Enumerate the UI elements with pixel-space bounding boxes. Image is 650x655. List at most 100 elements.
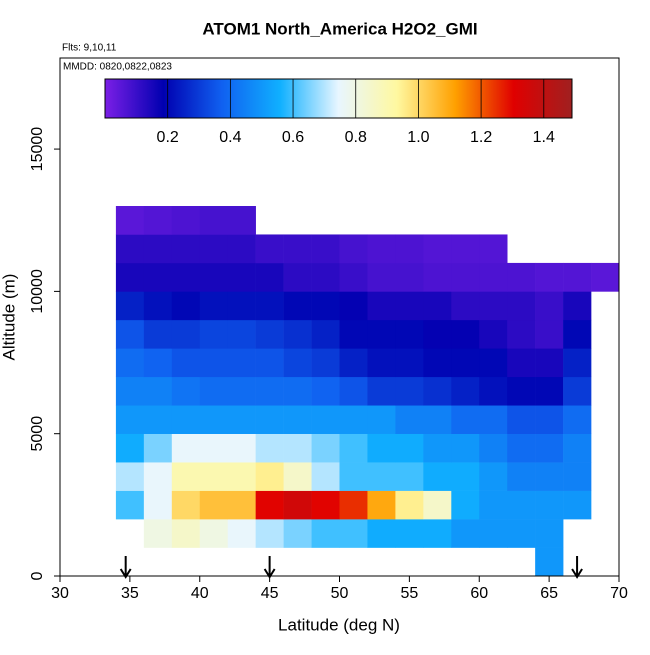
heatmap-cell (423, 433, 452, 463)
heatmap-cell (395, 376, 424, 406)
heatmap-cell (283, 433, 312, 463)
heatmap-cell (227, 462, 256, 491)
x-tick-label: 60 (470, 585, 488, 602)
heatmap-cell (507, 433, 536, 463)
heatmap-cell (171, 490, 201, 520)
heatmap-cell (423, 262, 452, 292)
heatmap-cell (199, 376, 228, 406)
heatmap-cell (143, 405, 173, 434)
heatmap-cell (395, 234, 424, 264)
x-tick-label: 65 (540, 585, 558, 602)
heatmap-cell (507, 462, 536, 491)
heatmap-cell (115, 376, 145, 406)
heatmap-cell (143, 262, 173, 292)
heatmap-cell (367, 490, 396, 520)
heatmap-cell (255, 376, 284, 406)
heatmap-cell (563, 462, 592, 491)
heatmap-cell (311, 291, 340, 321)
heatmap-cell (535, 291, 564, 321)
heatmap-cell (115, 348, 145, 378)
colorbar-tick-label: 0.6 (282, 129, 304, 146)
heatmap-cell (283, 262, 312, 292)
heatmap-cell (507, 319, 536, 349)
heatmap-cell (339, 462, 368, 491)
heatmap-cell (339, 519, 368, 548)
heatmap-cell (479, 490, 508, 520)
heatmap-cell (227, 490, 256, 520)
heatmap-cell (311, 433, 340, 463)
heatmap-cell (367, 262, 396, 292)
heatmap-cell (451, 519, 480, 548)
heatmap-cell (423, 291, 452, 321)
heatmap-cell (199, 462, 228, 491)
heatmap-cell (199, 519, 228, 548)
heatmap-cell (283, 405, 312, 434)
x-tick-label: 30 (51, 585, 69, 602)
heatmap-cell (451, 348, 480, 378)
heatmap-cell (395, 262, 424, 292)
x-tick-label: 45 (261, 585, 279, 602)
heatmap-cell (283, 348, 312, 378)
heatmap-cell (479, 234, 508, 264)
heatmap-cell (283, 376, 312, 406)
heatmap-cell (311, 262, 340, 292)
heatmap-cell (255, 234, 284, 264)
heatmap-cell (199, 262, 228, 292)
colorbar (104, 78, 573, 119)
flights-note: Flts: 9,10,11 (62, 43, 117, 54)
x-tick-label: 35 (121, 585, 139, 602)
heatmap-cell (451, 433, 480, 463)
colorbar-tick-label: 0.2 (157, 129, 179, 146)
heatmap-cell (311, 319, 340, 349)
heatmap-cell (283, 234, 312, 264)
heatmap-cell (339, 490, 368, 520)
heatmap-cell (367, 234, 396, 264)
x-tick-label: 55 (400, 585, 418, 602)
x-tick-label: 70 (610, 585, 628, 602)
heatmap-cell (423, 234, 452, 264)
heatmap-cell (395, 519, 424, 548)
heatmap-cell (563, 262, 592, 292)
heatmap-cell (479, 405, 508, 434)
heatmap-cell (115, 319, 145, 349)
heatmap-cell (507, 291, 536, 321)
heatmap-cell (227, 291, 256, 321)
heatmap-cell (227, 206, 256, 235)
heatmap-cell (171, 234, 201, 264)
heatmap-cell (311, 234, 340, 264)
heatmap-cell (479, 519, 508, 548)
heatmap-cell (367, 348, 396, 378)
heatmap-cell (339, 433, 368, 463)
heatmap-cell (171, 319, 201, 349)
heatmap-cell (451, 319, 480, 349)
heatmap-cell (535, 519, 564, 548)
heatmap-cell (227, 519, 256, 548)
heatmap-cell (479, 376, 508, 406)
heatmap-cell (143, 376, 173, 406)
heatmap-cell (171, 291, 201, 321)
colorbar-tick-label: 1.0 (407, 129, 429, 146)
heatmap-cell (143, 348, 173, 378)
heatmap-cell (339, 376, 368, 406)
heatmap-cell (395, 291, 424, 321)
heatmap-cell (535, 376, 564, 406)
heatmap-cell (115, 405, 145, 434)
heatmap-cell (507, 348, 536, 378)
heatmap-cell (591, 262, 619, 292)
heatmap-cell (563, 433, 592, 463)
heatmap-cell (535, 262, 564, 292)
heatmap-cell (507, 405, 536, 434)
heatmap-cell (171, 206, 201, 235)
heatmap-cell (395, 462, 424, 491)
heatmap-cell (171, 376, 201, 406)
heatmap-cell (423, 376, 452, 406)
colorbar-tick-label: 0.8 (345, 129, 367, 146)
heatmap-cell (339, 234, 368, 264)
heatmap-cell (507, 519, 536, 548)
flight-arrow (571, 556, 583, 579)
heatmap-cell (283, 291, 312, 321)
heatmap-cell (451, 405, 480, 434)
heatmap-cell (451, 262, 480, 292)
flight-arrow (119, 556, 132, 579)
